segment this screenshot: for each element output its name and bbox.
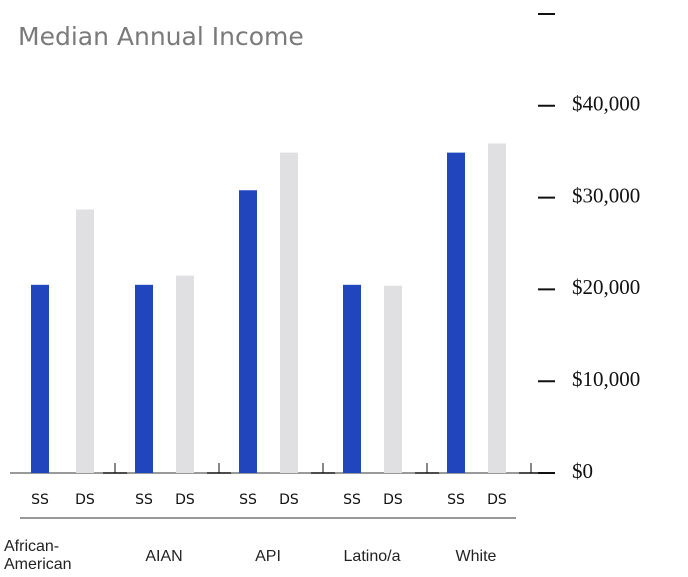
y-tick-label: $40,000 [572,92,640,116]
series-label: SS [239,492,257,508]
series-label: DS [75,492,95,508]
series-label: DS [175,492,195,508]
series-label: SS [447,492,465,508]
series-label: SS [31,492,49,508]
series-label: DS [487,492,507,508]
chart-title: Median Annual Income [18,22,304,51]
bar [447,152,465,474]
x-tick-label: API [255,548,281,565]
series-label: DS [383,492,403,508]
bar [488,143,506,474]
series-label: SS [343,492,361,508]
bar [343,284,361,473]
y-tick-label: $10,000 [572,367,640,391]
series-label: DS [279,492,299,508]
y-tick-label: $20,000 [572,275,640,299]
bar [135,284,153,473]
bar [176,275,194,473]
x-tick-label: Latino/a [343,548,401,565]
x-tick-label: AIAN [145,548,183,565]
series-label: SS [135,492,153,508]
bar [384,285,402,473]
y-tick-label: $30,000 [572,183,640,207]
y-tick-label: $0 [572,459,593,483]
bar [280,152,298,474]
x-tick-label: White [455,548,497,565]
bar [31,284,49,473]
bar [239,190,257,474]
x-tick-label: African-American [4,538,72,573]
bar [76,209,94,473]
